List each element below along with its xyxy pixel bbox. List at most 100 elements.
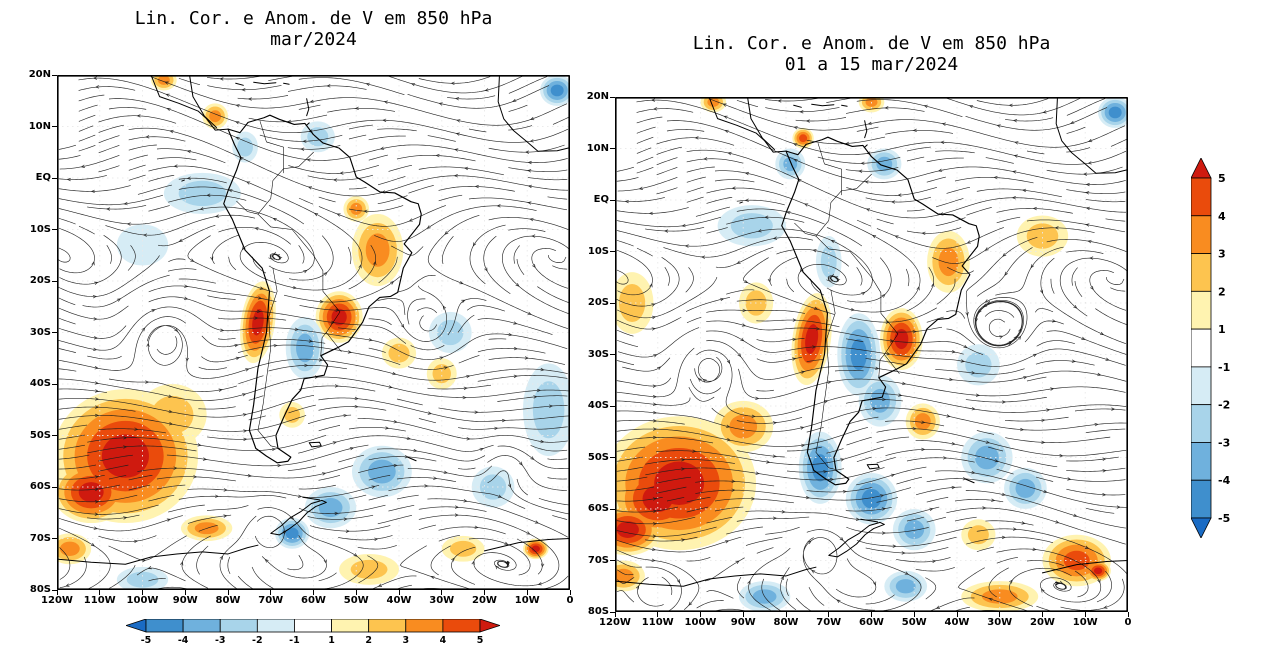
colorbar-label: 1 — [328, 635, 335, 646]
lat-tick-label: EQ — [593, 194, 609, 205]
tick-mark — [1084, 612, 1086, 617]
tick-mark — [657, 612, 659, 617]
lat-tick-label: 20N — [586, 91, 609, 102]
tick-mark — [610, 354, 615, 355]
lon-tick-label: 40W — [944, 617, 970, 628]
tick-mark — [52, 486, 57, 488]
lat-tick-label: 10N — [586, 142, 609, 154]
lon-tick-label: 70W — [258, 595, 284, 606]
tick-mark — [614, 612, 616, 617]
lat-tick-label: 60S — [587, 503, 609, 514]
lon-tick-label: 20W — [472, 595, 497, 606]
colorbar-label: -1 — [1218, 361, 1230, 374]
lat-tick-label: 20N — [28, 69, 51, 80]
lon-tick-label: 90W — [730, 617, 756, 628]
colorbar-vertical: 5 4 3 2 1 -1 -2 -3 -4 -5 — [1191, 158, 1231, 538]
lon-tick-label: 10W — [514, 595, 540, 606]
tick-mark — [56, 590, 58, 595]
lat-tick-label: 60S — [29, 481, 51, 492]
tick-mark — [871, 612, 872, 617]
colorbar-label: 4 — [1218, 210, 1226, 223]
tick-mark — [610, 302, 615, 304]
lon-tick-label: 60W — [859, 617, 884, 628]
tick-mark — [610, 508, 615, 510]
lon-tick-label: 10W — [1072, 617, 1098, 628]
tick-mark — [828, 612, 830, 617]
lat-tick-label: EQ — [35, 172, 51, 183]
lat-tick-label: 40S — [29, 378, 51, 389]
tick-mark — [52, 435, 57, 436]
colorbar-label: -3 — [1218, 436, 1230, 449]
tick-mark — [398, 590, 400, 595]
lat-tick-label: 20S — [29, 275, 51, 286]
right-panel-subtitle: 01 a 15 mar/2024 — [784, 54, 959, 75]
tick-mark — [52, 126, 57, 127]
tick-mark — [913, 612, 915, 617]
colorbar-label: -2 — [1218, 399, 1230, 412]
tick-mark — [999, 612, 1001, 617]
lat-tick-label: 10S — [29, 223, 51, 235]
lon-tick-label: 100W — [684, 617, 717, 628]
tick-mark — [526, 590, 528, 595]
tick-mark — [484, 590, 485, 595]
colorbar-label: 2 — [1218, 285, 1226, 298]
lat-tick-label: 20S — [587, 297, 609, 308]
colorbar-label: -2 — [252, 635, 263, 646]
tick-mark — [1042, 612, 1043, 617]
left-panel-title-block: Lin. Cor. e Anom. de V em 850 hPa mar/20… — [57, 8, 570, 50]
tick-mark — [52, 74, 57, 76]
lon-tick-label: 50W — [901, 617, 927, 628]
lon-tick-label: 0 — [566, 595, 574, 606]
lat-tick-label: 50S — [587, 451, 609, 463]
tick-mark — [52, 383, 57, 385]
colorbar-label: 3 — [402, 635, 409, 646]
lon-tick-label: 20W — [1030, 617, 1055, 628]
tick-mark — [956, 612, 958, 617]
lat-tick-label: 80S — [587, 606, 609, 617]
lon-tick-label: 90W — [172, 595, 198, 606]
tick-mark — [52, 332, 57, 333]
lat-tick-label: 30S — [29, 326, 51, 338]
colorbar-label: 4 — [440, 635, 447, 646]
tick-mark — [610, 148, 615, 149]
tick-mark — [52, 229, 57, 230]
colorbar-label: -1 — [289, 635, 300, 646]
tick-mark — [610, 199, 615, 201]
lon-tick-label: 120W — [41, 595, 73, 606]
tick-mark — [610, 560, 615, 561]
tick-mark — [610, 96, 615, 98]
right-panel-title-block: Lin. Cor. e Anom. de V em 850 hPa 01 a 1… — [615, 33, 1128, 75]
tick-mark — [610, 251, 615, 252]
lat-tick-label: 40S — [587, 400, 609, 411]
tick-mark — [610, 405, 615, 407]
lon-tick-label: 100W — [126, 595, 159, 606]
colorbar-label: -5 — [1218, 512, 1230, 525]
lat-tick-label: 80S — [29, 584, 51, 595]
lon-tick-label: 70W — [816, 617, 842, 628]
map-canvas-monthly — [57, 75, 570, 590]
tick-mark — [355, 590, 357, 595]
colorbar-label: 2 — [365, 635, 372, 646]
tick-mark — [1127, 612, 1129, 617]
lat-tick-label: 30S — [587, 348, 609, 360]
tick-mark — [142, 590, 143, 595]
tick-mark — [52, 280, 57, 282]
lon-tick-label: 60W — [301, 595, 326, 606]
tick-mark — [184, 590, 186, 595]
lon-tick-label: 30W — [429, 595, 455, 606]
tick-mark — [52, 177, 57, 179]
colorbar-label: -3 — [215, 635, 226, 646]
tick-mark — [610, 611, 615, 613]
tick-mark — [270, 590, 272, 595]
tick-mark — [569, 590, 571, 595]
lon-tick-label: 80W — [773, 617, 799, 628]
lat-tick-label: 10S — [587, 245, 609, 257]
colorbar-label: 5 — [477, 635, 484, 646]
lat-tick-label: 10N — [28, 120, 51, 132]
lon-tick-label: 0 — [1124, 617, 1132, 628]
lon-tick-label: 30W — [987, 617, 1013, 628]
lat-tick-label: 70S — [29, 532, 51, 544]
lon-tick-label: 50W — [343, 595, 369, 606]
lat-tick-label: 70S — [587, 554, 609, 566]
tick-mark — [52, 589, 57, 591]
